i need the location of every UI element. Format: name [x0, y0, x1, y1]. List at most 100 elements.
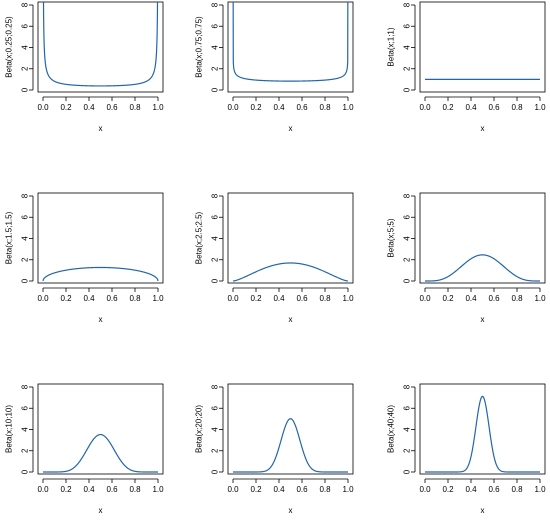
y-tick-label: 0: [211, 469, 220, 474]
x-tick-label: 0.8: [319, 485, 331, 494]
plot-frame: [420, 2, 545, 92]
y-axis-label: Beta(x;20;20): [195, 405, 204, 453]
x-tick-label: 1.0: [152, 485, 164, 494]
x-tick-label: 0.6: [106, 294, 118, 303]
y-tick-label: 4: [21, 45, 30, 50]
x-tick-label: 1.0: [534, 294, 546, 303]
x-tick-label: 0.0: [227, 103, 239, 112]
density-curve: [233, 0, 348, 81]
x-tick-label: 1.0: [152, 103, 164, 112]
y-tick-label: 4: [211, 236, 220, 241]
y-tick-label: 4: [403, 45, 412, 50]
y-tick-label: 0: [21, 278, 30, 283]
y-tick-label: 2: [21, 66, 30, 71]
x-tick-label: 0.2: [250, 485, 262, 494]
x-tick-label: 1.0: [342, 103, 354, 112]
x-tick-label: 0.8: [129, 485, 141, 494]
y-tick-label: 4: [211, 45, 220, 50]
y-axis-label: Beta(x;0.25;0.25): [5, 16, 14, 78]
x-tick-label: 0.8: [511, 485, 523, 494]
x-tick-label: 0.4: [273, 294, 285, 303]
plot-frame: [420, 193, 545, 283]
y-tick-label: 2: [211, 257, 220, 262]
y-tick-label: 0: [403, 469, 412, 474]
y-tick-label: 6: [403, 23, 412, 28]
x-tick-label: 0.0: [37, 485, 49, 494]
x-axis-label: x: [99, 506, 103, 515]
y-tick-label: 0: [21, 469, 30, 474]
x-tick-label: 0.0: [227, 294, 239, 303]
x-tick-label: 0.0: [37, 103, 49, 112]
y-tick-label: 6: [21, 214, 30, 219]
plot-frame: [228, 384, 353, 474]
x-tick-label: 0.2: [250, 103, 262, 112]
y-tick-label: 8: [403, 384, 412, 389]
y-tick-label: 8: [21, 2, 30, 7]
x-tick-label: 0.0: [37, 294, 49, 303]
x-tick-label: 0.2: [442, 294, 454, 303]
y-tick-label: 4: [21, 427, 30, 432]
y-tick-label: 0: [21, 87, 30, 92]
x-tick-label: 0.4: [465, 294, 477, 303]
y-tick-label: 4: [21, 236, 30, 241]
y-tick-label: 2: [403, 448, 412, 453]
density-curve: [425, 396, 540, 472]
x-tick-label: 0.6: [488, 485, 500, 494]
x-tick-label: 1.0: [342, 485, 354, 494]
y-tick-label: 8: [211, 193, 220, 198]
x-tick-label: 0.0: [419, 294, 431, 303]
density-curve: [43, 267, 158, 281]
x-axis-label: x: [289, 315, 293, 324]
density-curve: [233, 263, 348, 281]
x-tick-label: 0.6: [296, 103, 308, 112]
x-axis-label: x: [481, 506, 485, 515]
x-tick-label: 0.8: [129, 103, 141, 112]
y-tick-label: 6: [21, 23, 30, 28]
x-axis-label: x: [481, 315, 485, 324]
x-tick-label: 0.6: [488, 103, 500, 112]
y-tick-label: 4: [403, 427, 412, 432]
y-tick-label: 6: [211, 23, 220, 28]
y-tick-label: 8: [211, 384, 220, 389]
x-axis-label: x: [289, 506, 293, 515]
y-tick-label: 2: [403, 66, 412, 71]
x-tick-label: 1.0: [534, 103, 546, 112]
x-tick-label: 1.0: [342, 294, 354, 303]
y-tick-label: 6: [403, 214, 412, 219]
x-tick-label: 0.8: [319, 294, 331, 303]
y-tick-label: 4: [403, 236, 412, 241]
y-tick-label: 0: [403, 87, 412, 92]
y-tick-label: 4: [211, 427, 220, 432]
plot-frame: [420, 384, 545, 474]
y-tick-label: 6: [211, 214, 220, 219]
x-tick-label: 0.8: [129, 294, 141, 303]
x-tick-label: 0.0: [419, 485, 431, 494]
y-tick-label: 2: [211, 66, 220, 71]
y-axis-label: Beta(x;40;40): [387, 405, 396, 453]
plot-frame: [38, 193, 163, 283]
x-axis-label: x: [289, 124, 293, 133]
x-tick-label: 0.4: [83, 485, 95, 494]
plot-frame: [38, 2, 163, 92]
y-tick-label: 8: [211, 2, 220, 7]
density-curve: [425, 255, 540, 281]
plot-frame: [228, 193, 353, 283]
density-curve: [43, 0, 158, 86]
x-tick-label: 0.4: [83, 294, 95, 303]
y-tick-label: 2: [21, 448, 30, 453]
y-axis-label: Beta(x;2.5;2.5): [195, 211, 204, 264]
y-tick-label: 8: [21, 384, 30, 389]
x-axis-label: x: [99, 315, 103, 324]
x-tick-label: 0.6: [106, 103, 118, 112]
x-tick-label: 0.2: [442, 103, 454, 112]
y-tick-label: 2: [403, 257, 412, 262]
x-axis-label: x: [481, 124, 485, 133]
